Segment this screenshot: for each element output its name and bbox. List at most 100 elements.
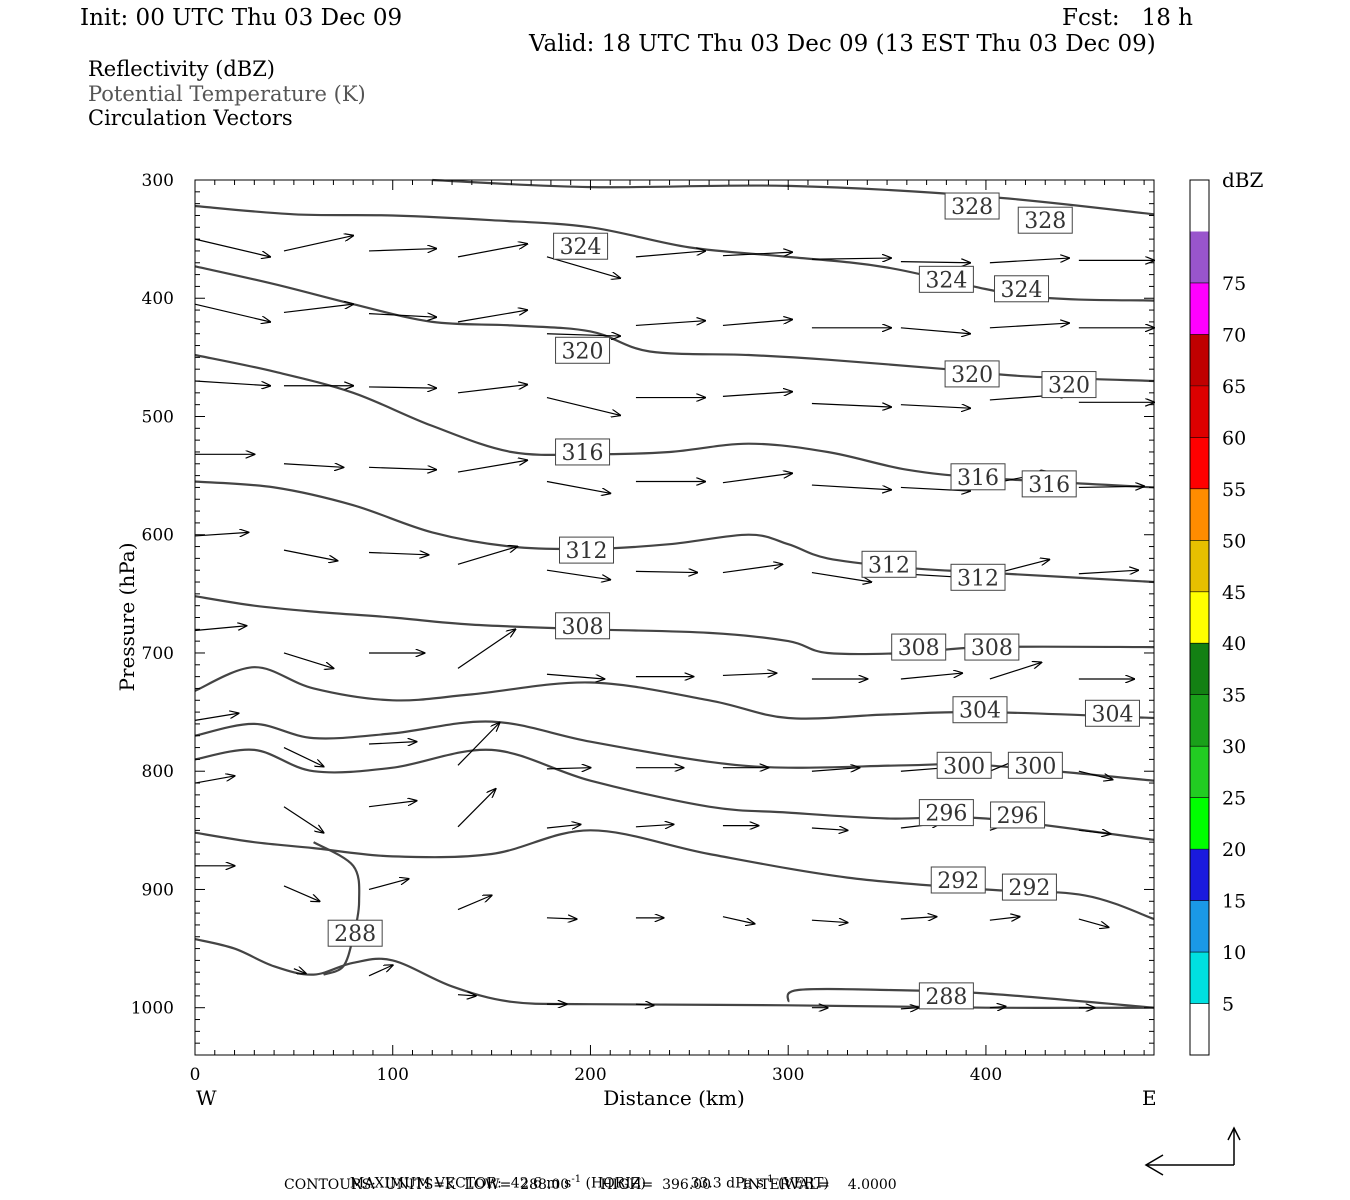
circulation-vector: [635, 321, 705, 327]
circulation-vector: [811, 484, 891, 490]
contour-label-308: 308: [964, 633, 1020, 661]
circulation-vector: [457, 995, 476, 996]
max-horizontal-vector: 42.6 m s: [510, 1175, 572, 1192]
circulation-vector: [283, 885, 320, 901]
circulation-vector: [546, 824, 581, 828]
circulation-vector: [722, 473, 792, 484]
circulation-vector: [194, 303, 270, 322]
colorbar-level-label: 30: [1222, 736, 1246, 758]
colorbar-segment: [1190, 334, 1209, 386]
circulation-vector: [635, 824, 674, 826]
contour-label-text: 328: [951, 195, 993, 220]
circulation-vector: [457, 895, 492, 911]
y-tick-label: 900: [142, 880, 174, 900]
colorbar-level-label: 5: [1222, 994, 1234, 1016]
colorbar-level-label: 20: [1222, 839, 1246, 861]
contour-label-308: 308: [891, 633, 947, 661]
colorbar-segment: [1190, 540, 1209, 592]
contour-label-text: 312: [566, 539, 608, 564]
circulation-vector: [900, 673, 962, 680]
circulation-vector: [457, 385, 527, 394]
legend-reflectivity: Reflectivity (dBZ): [88, 57, 276, 81]
contour-label-text: 324: [560, 235, 602, 260]
contour-label-text: 288: [334, 922, 376, 947]
circulation-vectors: [194, 236, 1154, 1009]
contour-label-292: 292: [930, 866, 986, 894]
vert-exponent: -1: [763, 1174, 774, 1185]
east-label: E: [1142, 1086, 1157, 1110]
legend-potential-temperature: Potential Temperature (K): [88, 82, 366, 106]
circulation-vector: [293, 969, 306, 974]
contour-label-text: 288: [925, 985, 967, 1010]
init-time: Init: 00 UTC Thu 03 Dec 09: [80, 5, 403, 31]
circulation-vector: [546, 334, 620, 336]
circulation-vector: [368, 249, 436, 251]
circulation-vector: [900, 405, 970, 409]
forecast-hour: Fcst: 18 h: [1062, 5, 1193, 31]
circulation-vector: [546, 673, 604, 679]
contour-label-320: 320: [1041, 371, 1097, 399]
colorbar-title: dBZ: [1222, 168, 1264, 192]
contour-info: CONTOURS: UNITS=K LOW= 288.00 HIGH= 396.…: [284, 1177, 897, 1193]
contour-label-text: 304: [959, 699, 1001, 724]
theta-contours: [194, 178, 1155, 1009]
x-tick-label: 400: [970, 1065, 1002, 1085]
colorbar-segment: [1190, 797, 1209, 850]
y-tick-label: 700: [142, 644, 174, 664]
colorbar-segment: [1190, 694, 1209, 747]
contour-label-312: 312: [861, 550, 917, 578]
y-tick-label: 600: [142, 526, 174, 546]
colorbar-level-label: 40: [1222, 633, 1246, 655]
contour-label-text: 296: [997, 804, 1039, 829]
circulation-vector: [283, 304, 353, 314]
contour-label-text: 304: [1091, 702, 1133, 727]
colorbar-level-label: 35: [1222, 685, 1246, 707]
contour-label-296: 296: [918, 799, 974, 827]
circulation-vector: [722, 252, 792, 256]
colorbar-segment: [1190, 1003, 1209, 1055]
contour-label-text: 308: [898, 636, 940, 661]
circulation-vector: [283, 747, 324, 767]
vert-tag: (VERT): [778, 1175, 829, 1192]
theta-contour-324: [194, 204, 1155, 302]
colorbar-frame: [1189, 179, 1210, 1056]
circulation-vector: [194, 776, 235, 784]
circulation-vector: [722, 673, 776, 675]
contour-label-328: 328: [944, 192, 1000, 220]
circulation-vector: [368, 314, 436, 318]
colorbar-level-label: 25: [1222, 788, 1246, 810]
circulation-vector: [457, 547, 517, 565]
circulation-vector: [546, 569, 610, 579]
max-vector-line: MAXIMUM VECTOR: 42.6 m s-1 (HORIZ) 33.3 …: [341, 1158, 829, 1192]
valid-time: Valid: 18 UTC Thu 03 Dec 09 (13 EST Thu …: [529, 31, 1156, 57]
colorbar-level-label: 15: [1222, 891, 1246, 913]
contour-label-288: 288: [918, 982, 974, 1010]
theta-contour-304: [194, 666, 1155, 720]
contour-label-304: 304: [952, 696, 1008, 724]
circulation-vector: [1078, 486, 1144, 487]
circulation-vector: [194, 626, 246, 632]
contour-label-text: 316: [1028, 473, 1070, 498]
theta-contour-312: [194, 480, 1155, 584]
contour-label-text: 300: [943, 754, 985, 779]
contour-label-text: 320: [951, 363, 993, 388]
west-label: W: [196, 1086, 217, 1110]
colorbar-level-label: 50: [1222, 530, 1246, 552]
contour-label-316: 316: [1021, 470, 1077, 498]
contour-label-text: 292: [937, 869, 979, 894]
contour-label-320: 320: [944, 360, 1000, 388]
contour-label-304: 304: [1084, 699, 1140, 727]
reference-vector-icon: [1144, 1126, 1241, 1176]
colorbar-segment: [1190, 437, 1209, 489]
circulation-vector: [368, 467, 436, 469]
circulation-vector: [283, 549, 337, 561]
contour-label-text: 308: [971, 636, 1013, 661]
circulation-vector: [989, 323, 1069, 329]
colorbar-segment: [1190, 591, 1209, 644]
contour-label-308: 308: [555, 612, 611, 640]
colorbar-level-label: 60: [1222, 427, 1246, 449]
circulation-vector: [811, 920, 848, 922]
circulation-vector: [368, 879, 409, 891]
circulation-vector: [457, 460, 527, 473]
